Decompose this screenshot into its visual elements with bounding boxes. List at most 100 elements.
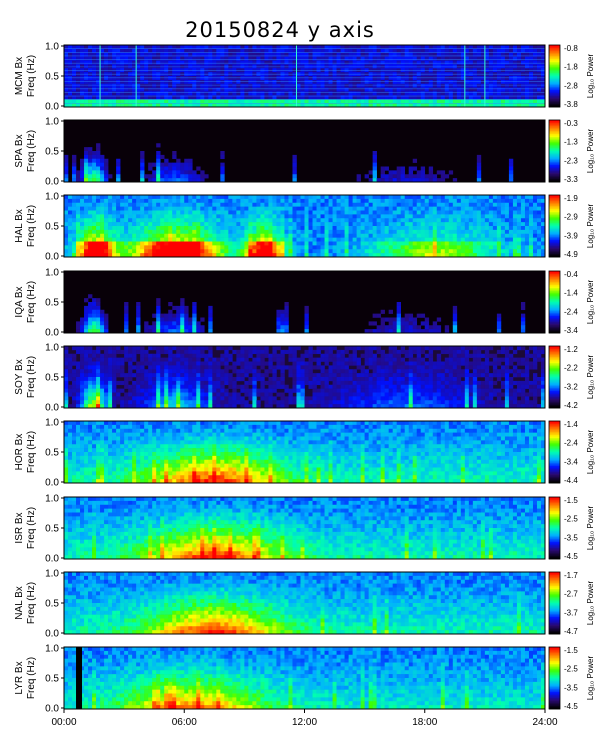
heatmap-cell bbox=[408, 198, 414, 204]
heatmap-cell bbox=[352, 249, 357, 254]
heatmap-cell bbox=[140, 154, 145, 160]
heatmap-cell bbox=[156, 388, 161, 393]
heatmap-cell bbox=[196, 325, 201, 330]
heatmap-cell bbox=[432, 218, 438, 223]
heatmap-cell bbox=[472, 210, 478, 215]
colorbar-swatch bbox=[549, 292, 560, 295]
heatmap-cell bbox=[380, 329, 385, 334]
heatmap-cell bbox=[388, 45, 393, 50]
heatmap-cell bbox=[152, 229, 157, 235]
heatmap-cell bbox=[96, 158, 101, 163]
heatmap-cell bbox=[376, 313, 381, 318]
heatmap-cell bbox=[176, 95, 181, 100]
heatmap-cell bbox=[532, 245, 538, 250]
heatmap-cell bbox=[76, 198, 81, 204]
heatmap-cell bbox=[444, 206, 450, 211]
heatmap-cell bbox=[84, 174, 89, 179]
heatmap-cell bbox=[76, 170, 81, 175]
heatmap-cell bbox=[184, 99, 189, 104]
heatmap-cell bbox=[276, 52, 281, 57]
heatmap-cell bbox=[208, 249, 213, 254]
heatmap-cell bbox=[248, 206, 253, 211]
heatmap-cell bbox=[472, 52, 478, 57]
heatmap-cell bbox=[468, 103, 474, 108]
heatmap-cell bbox=[404, 233, 410, 238]
heatmap-cell bbox=[308, 222, 313, 227]
heatmap-cell bbox=[256, 214, 261, 219]
heatmap-cell bbox=[316, 233, 321, 238]
heatmap-cell bbox=[280, 321, 285, 326]
heatmap-cell bbox=[80, 396, 85, 401]
heatmap-cell bbox=[488, 95, 494, 100]
heatmap-cell bbox=[212, 253, 217, 258]
heatmap-cell bbox=[156, 226, 161, 231]
heatmap-cell bbox=[116, 373, 121, 378]
heatmap-cell bbox=[436, 45, 442, 50]
heatmap-cell bbox=[388, 64, 393, 69]
heatmap-cell bbox=[212, 56, 217, 61]
heatmap-cell bbox=[280, 226, 285, 231]
heatmap-cell bbox=[156, 233, 161, 238]
heatmap-cell bbox=[472, 237, 478, 242]
heatmap-cell bbox=[468, 229, 474, 235]
heatmap-cell bbox=[376, 222, 381, 227]
heatmap-cell bbox=[196, 99, 201, 104]
heatmap-cell bbox=[532, 198, 538, 204]
heatmap-cell bbox=[116, 369, 121, 374]
heatmap-cell bbox=[144, 377, 149, 382]
heatmap-cell bbox=[120, 361, 125, 366]
heatmap-cell bbox=[92, 245, 97, 250]
heatmap-cell bbox=[408, 79, 414, 85]
heatmap-cell bbox=[204, 79, 209, 85]
heatmap-cell bbox=[184, 166, 189, 171]
heatmap-cell bbox=[328, 87, 333, 92]
heatmap-cell bbox=[300, 245, 305, 250]
colorbar-swatch bbox=[549, 326, 560, 329]
heatmap-cell bbox=[104, 64, 109, 69]
heatmap-cell bbox=[68, 60, 73, 65]
heatmap-cell bbox=[188, 45, 193, 50]
heatmap-cell bbox=[516, 222, 522, 227]
heatmap-cell bbox=[380, 226, 385, 231]
heatmap-cell bbox=[180, 83, 185, 88]
heatmap-cell bbox=[452, 321, 458, 326]
heatmap-cell bbox=[72, 198, 77, 204]
heatmap-cell bbox=[124, 400, 129, 405]
colorbar-swatch bbox=[549, 331, 560, 334]
spectrogram-panel-mcm bbox=[63, 44, 546, 108]
heatmap-cell bbox=[256, 237, 261, 242]
heatmap-cell bbox=[444, 233, 450, 238]
heatmap-cell bbox=[176, 202, 181, 207]
heatmap-cell bbox=[372, 56, 377, 61]
heatmap-cell bbox=[536, 237, 542, 242]
heatmap-cell bbox=[80, 384, 85, 389]
heatmap-cell bbox=[208, 95, 213, 100]
heatmap-cell bbox=[288, 253, 293, 258]
heatmap-cell bbox=[452, 45, 458, 50]
heatmap-cell bbox=[152, 48, 157, 54]
colorbar-swatch bbox=[549, 174, 560, 177]
heatmap-cell bbox=[436, 233, 442, 238]
heatmap-cell bbox=[532, 95, 538, 100]
heatmap-cell bbox=[248, 91, 253, 96]
heatmap-cell bbox=[328, 210, 333, 215]
heatmap-cell bbox=[416, 233, 422, 238]
heatmap-cell bbox=[92, 166, 97, 171]
heatmap-cell bbox=[140, 45, 145, 50]
heatmap-cell bbox=[336, 218, 341, 223]
heatmap-cell bbox=[140, 404, 145, 409]
heatmap-cell bbox=[84, 237, 89, 242]
heatmap-cell bbox=[404, 91, 410, 96]
heatmap-cell bbox=[260, 60, 265, 65]
heatmap-cell bbox=[136, 56, 141, 61]
heatmap-cell bbox=[176, 210, 181, 215]
heatmap-cell bbox=[144, 392, 149, 397]
heatmap-cell bbox=[180, 226, 185, 231]
heatmap-cell bbox=[284, 329, 289, 334]
heatmap-cell bbox=[96, 321, 101, 326]
heatmap-cell bbox=[424, 52, 430, 57]
heatmap-cell bbox=[120, 60, 125, 65]
heatmap-cell bbox=[116, 357, 121, 362]
heatmap-cell bbox=[280, 218, 285, 223]
heatmap-cell bbox=[152, 321, 157, 326]
